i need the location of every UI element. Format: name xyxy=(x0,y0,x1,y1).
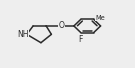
Text: Me: Me xyxy=(96,15,105,21)
Text: O: O xyxy=(59,21,65,30)
Text: F: F xyxy=(79,35,83,44)
Text: NH: NH xyxy=(17,30,28,39)
